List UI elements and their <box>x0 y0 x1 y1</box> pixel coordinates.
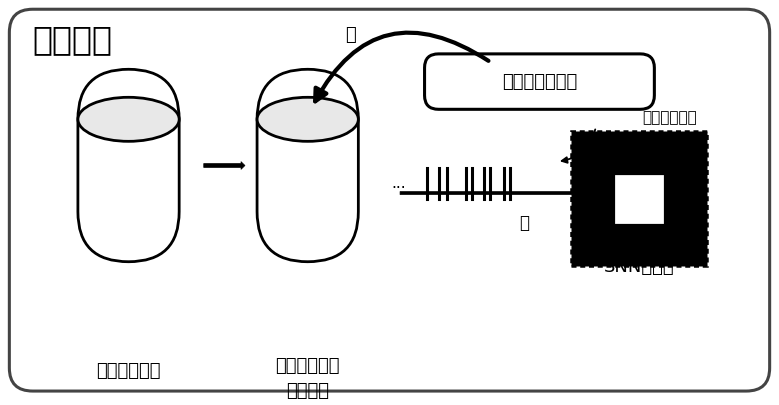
Text: 类脑芯片: 类脑芯片 <box>33 23 113 56</box>
Text: 读: 读 <box>345 26 356 44</box>
Text: 差帧存储空间: 差帧存储空间 <box>97 362 160 380</box>
Bar <box>615 176 662 222</box>
Bar <box>600 160 678 237</box>
Text: 目标脉冲序列: 目标脉冲序列 <box>643 110 697 125</box>
Text: 随机数生成模块: 随机数生成模块 <box>502 72 577 91</box>
FancyBboxPatch shape <box>257 69 358 262</box>
Text: SNN处理器: SNN处理器 <box>604 258 674 276</box>
Ellipse shape <box>78 97 179 141</box>
Text: 脉冲事件地址
存储空间: 脉冲事件地址 存储空间 <box>276 357 340 400</box>
Text: 写: 写 <box>519 214 529 232</box>
FancyBboxPatch shape <box>78 69 179 262</box>
Ellipse shape <box>257 97 358 141</box>
FancyBboxPatch shape <box>425 54 654 109</box>
Text: ···: ··· <box>392 181 407 196</box>
FancyBboxPatch shape <box>9 9 770 391</box>
Bar <box>571 131 707 266</box>
Bar <box>615 176 662 222</box>
